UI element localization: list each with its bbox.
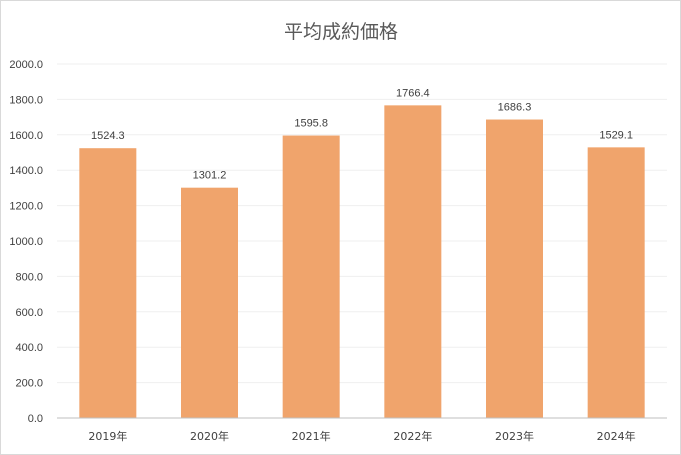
data-label: 1595.8: [294, 118, 328, 130]
y-tick-label: 600.0: [15, 307, 43, 319]
y-tick-label: 1000.0: [9, 236, 43, 248]
bar-2019年: [79, 148, 137, 418]
bar-2023年: [486, 119, 543, 418]
gridlines: [57, 63, 667, 384]
x-category-label: 2020年: [190, 429, 229, 443]
bar-2020年: [181, 187, 238, 418]
bars: [79, 105, 645, 418]
y-axis-ticks: 0.0 200.0 400.0 600.0 800.0 1000.0 1200.0 1400.…: [9, 59, 43, 425]
y-tick-label: 2000.0: [9, 59, 43, 71]
bar-2024年: [587, 147, 645, 418]
y-tick-label: 1200.0: [9, 201, 43, 213]
chart-title: 平均成約価格: [284, 21, 398, 43]
x-axis-categories: 2019年 2020年 2021年 2022年 2023年 2024年: [88, 429, 635, 443]
data-label: 1529.1: [599, 129, 633, 141]
x-category-label: 2022年: [393, 429, 432, 443]
x-category-label: 2019年: [88, 429, 127, 443]
y-tick-label: 1400.0: [9, 165, 43, 177]
y-tick-label: 1800.0: [9, 94, 43, 106]
data-label: 1301.2: [193, 170, 227, 182]
data-label: 1686.3: [498, 102, 532, 114]
data-label: 1524.3: [91, 130, 125, 142]
x-category-label: 2021年: [292, 429, 331, 443]
bar-2021年: [282, 135, 340, 418]
y-tick-label: 800.0: [15, 271, 43, 283]
x-category-label: 2023年: [495, 429, 534, 443]
data-labels: 1524.3 1301.2 1595.8 1766.4 1686.3 1529.1: [91, 87, 633, 181]
x-category-label: 2024年: [597, 429, 636, 443]
data-label: 1766.4: [396, 87, 430, 99]
y-tick-label: 1600.0: [9, 130, 43, 142]
y-tick-label: 200.0: [15, 378, 43, 390]
bar-2022年: [384, 105, 442, 418]
y-tick-label: 0.0: [28, 413, 43, 425]
y-tick-label: 400.0: [15, 342, 43, 354]
